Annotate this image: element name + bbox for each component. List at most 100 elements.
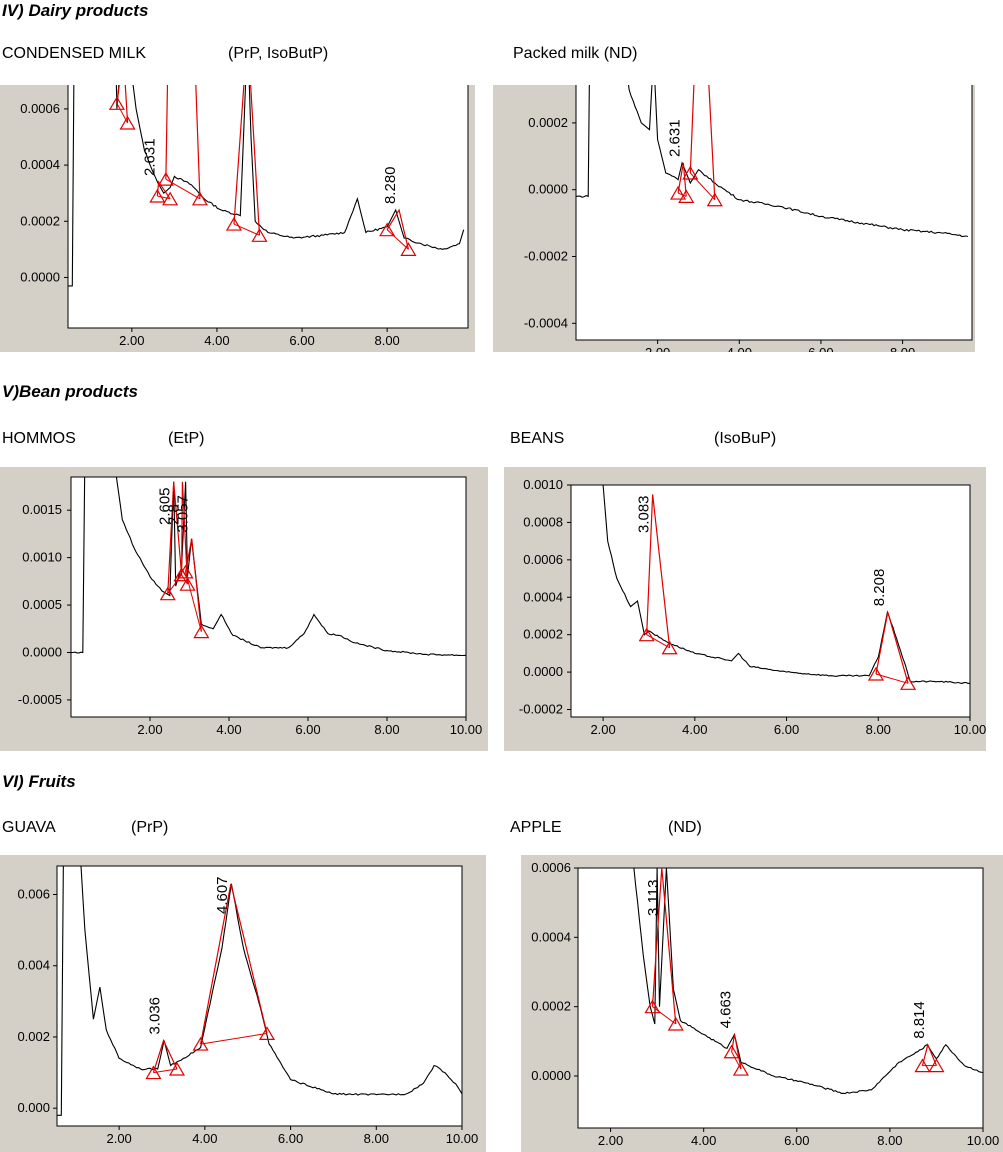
x-tick-label: 2.00 (137, 722, 162, 737)
x-tick-label: 8.00 (374, 333, 399, 348)
retention-time-label: 3.057 (175, 495, 192, 533)
chart-packed-milk: -0.0004-0.00020.00000.00020.00042.004.00… (493, 85, 975, 352)
y-tick-label: 0.0006 (531, 860, 571, 875)
plot-area (67, 85, 469, 329)
y-tick-label: 0.0006 (20, 101, 60, 116)
integrated-peak (646, 494, 671, 648)
peak-baseline (181, 574, 188, 585)
x-tick-label: 6.00 (289, 333, 314, 348)
y-tick-label: -0.0005 (18, 692, 62, 707)
y-tick-label: 0.0015 (22, 502, 62, 517)
retention-time-label: 2.8 (165, 504, 182, 525)
y-tick-label: 0.002 (17, 1029, 50, 1044)
peak-marker-triangle (379, 222, 396, 237)
y-tick-label: 0.0004 (531, 929, 571, 944)
peak-marker-triangle (732, 1061, 749, 1076)
peak-baseline (386, 229, 409, 250)
x-tick-label: 4.00 (727, 345, 752, 352)
peak-marker-triangle (682, 165, 699, 180)
plot-area (56, 865, 463, 1127)
chromatogram-trace (71, 477, 466, 657)
y-tick-label: 0.000 (17, 1100, 50, 1115)
retention-time-label: 2.631 (142, 138, 159, 176)
plot-area (570, 484, 971, 718)
plot-content: 3.113 4.663 8.814 (633, 868, 983, 1095)
integrated-peak (152, 1038, 178, 1073)
y-tick-label: 0.006 (17, 886, 50, 901)
peak-marker-triangle (638, 627, 655, 642)
label-condensed-milk: CONDENSED MILK (2, 45, 147, 62)
peak-marker-triangle (644, 999, 661, 1014)
label-hommos: HOMMOS (2, 430, 76, 447)
peak-marker-triangle (225, 216, 243, 231)
integrated-peak (689, 85, 716, 200)
peak-marker-triangle (251, 228, 268, 242)
peak-baseline (646, 634, 670, 649)
plot-content: 3.083 8.208 (602, 485, 970, 690)
peak-marker-triangle (145, 1065, 162, 1080)
x-tick-label: 4.00 (192, 1131, 217, 1146)
peak-marker-triangle (157, 171, 174, 186)
y-tick-label: 0.0000 (531, 1068, 571, 1083)
peak-marker-triangle (108, 96, 125, 110)
label-beans-compounds: (IsoBuP) (714, 430, 777, 447)
peak-marker-triangle (678, 189, 695, 203)
x-tick-label: 8.00 (866, 722, 891, 737)
peak-baseline (689, 172, 716, 201)
y-tick-label: 0.0004 (523, 589, 563, 604)
chromatogram-trace (633, 868, 983, 1095)
peak-marker-triangle (177, 564, 194, 579)
peak-marker-triangle (149, 188, 166, 203)
plot-content: 1.8902.6313.0514.7198.280 (68, 85, 465, 287)
peak-marker-triangle (400, 242, 417, 256)
section-title-fruits: VI) Fruits (2, 772, 76, 791)
y-tick-label: 0.0000 (528, 182, 568, 197)
chart-hommos: -0.0005 0.0000 0.0005 0.0010 0.0015 2.00 4.00 6… (0, 467, 488, 751)
peak-marker-triangle (179, 577, 196, 591)
plot-area (577, 867, 984, 1129)
peak-baseline (652, 1006, 677, 1025)
x-tick-label: 6.00 (295, 722, 320, 737)
retention-time-label: 4.607 (214, 876, 231, 914)
y-tick-label: -0.0002 (519, 702, 563, 717)
peak-marker-triangle (928, 1058, 945, 1073)
plot-content: 3.036 4.607 (57, 866, 462, 1116)
retention-time-label: 2.605 (157, 487, 174, 525)
x-tick-label: 4.00 (216, 722, 241, 737)
x-tick-label: 2.00 (590, 722, 615, 737)
chart-apple: 0.0000 0.0002 0.0004 0.0006 2.00 4.00 6.00 8.00… (521, 855, 1003, 1152)
x-tick-label: 2.00 (598, 1133, 623, 1148)
peak-baseline (157, 195, 171, 200)
retention-time-label: 8.280 (382, 166, 399, 204)
label-apple-compounds: (ND) (668, 819, 702, 836)
integrated-peak (199, 883, 268, 1045)
peak-baseline (200, 1032, 268, 1045)
section-title-bean: V)Bean products (2, 382, 139, 401)
peak-marker-triangle (191, 191, 208, 206)
chromatogram-trace (68, 85, 465, 287)
label-packed-milk: Packed milk (ND) (513, 45, 638, 62)
x-tick-label: 6.00 (278, 1131, 303, 1146)
x-tick-label: 10.00 (954, 722, 986, 737)
peak-marker-triangle (670, 185, 687, 200)
y-tick-label: 0.0000 (523, 664, 563, 679)
chromatogram-trace (576, 85, 969, 238)
label-hommos-compounds: (EtP) (168, 430, 205, 447)
x-tick-label: 8.00 (364, 1131, 389, 1146)
label-apple: APPLE (510, 819, 562, 836)
plot-area (70, 476, 467, 718)
plot-area (575, 85, 973, 341)
x-tick-label: 10.00 (967, 1133, 1000, 1148)
peak-marker-triangle (914, 1058, 931, 1073)
peak-marker-triangle (900, 676, 917, 690)
x-tick-label: 2.00 (106, 1131, 131, 1146)
y-tick-label: -0.0004 (524, 315, 568, 330)
integrated-peak (875, 612, 909, 684)
y-tick-label: 0.0002 (531, 999, 571, 1014)
x-tick-label: 8.00 (877, 1133, 902, 1148)
x-tick-label: 4.00 (682, 722, 707, 737)
retention-time-label: 2.631 (666, 119, 683, 157)
x-tick-label: 4.00 (204, 333, 229, 348)
peak-marker-triangle (706, 192, 723, 207)
